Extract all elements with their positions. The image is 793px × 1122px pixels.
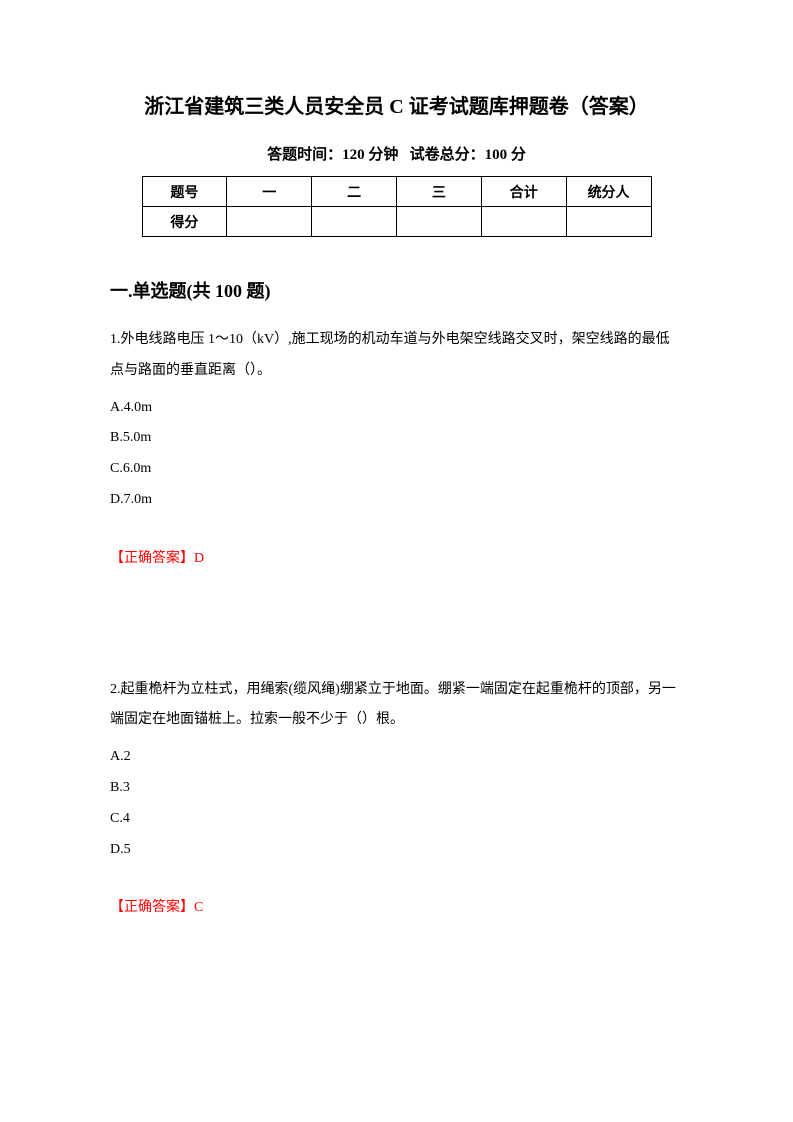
table-row: 得分 bbox=[142, 207, 651, 237]
score-label: 试卷总分：100 分 bbox=[410, 147, 526, 163]
option-c: C.4 bbox=[110, 804, 683, 835]
option-d: D.7.0m bbox=[110, 485, 683, 516]
document-title: 浙江省建筑三类人员安全员 C 证考试题库押题卷（答案） bbox=[110, 90, 683, 119]
option-a: A.2 bbox=[110, 742, 683, 773]
table-cell-empty bbox=[396, 207, 481, 237]
table-row: 题号 一 二 三 合计 统分人 bbox=[142, 177, 651, 207]
question-text: 1.外电线路电压 1～10（kV）,施工现场的机动车道与外电架空线路交叉时，架空… bbox=[110, 325, 683, 387]
table-col-2: 二 bbox=[312, 177, 397, 207]
table-col-3: 三 bbox=[396, 177, 481, 207]
answer-text: 【正确答案】C bbox=[110, 893, 683, 924]
table-col-4: 合计 bbox=[481, 177, 566, 207]
table-cell-empty bbox=[227, 207, 312, 237]
table-col-5: 统分人 bbox=[566, 177, 651, 207]
option-c: C.6.0m bbox=[110, 454, 683, 485]
table-cell-empty bbox=[481, 207, 566, 237]
answer-text: 【正确答案】D bbox=[110, 544, 683, 575]
score-table: 题号 一 二 三 合计 统分人 得分 bbox=[142, 176, 652, 237]
table-cell-empty bbox=[312, 207, 397, 237]
document-subtitle: 答题时间：120 分钟 试卷总分：100 分 bbox=[110, 143, 683, 164]
question-block: 1.外电线路电压 1～10（kV）,施工现场的机动车道与外电架空线路交叉时，架空… bbox=[110, 325, 683, 575]
section-heading: 一.单选题(共 100 题) bbox=[110, 277, 683, 303]
table-header-label: 题号 bbox=[142, 177, 227, 207]
question-block: 2.起重桅杆为立柱式，用绳索(缆风绳)绷紧立于地面。绷紧一端固定在起重桅杆的顶部… bbox=[110, 675, 683, 925]
option-a: A.4.0m bbox=[110, 393, 683, 424]
table-cell-empty bbox=[566, 207, 651, 237]
option-b: B.3 bbox=[110, 773, 683, 804]
table-col-1: 一 bbox=[227, 177, 312, 207]
option-d: D.5 bbox=[110, 835, 683, 866]
option-b: B.5.0m bbox=[110, 423, 683, 454]
question-text: 2.起重桅杆为立柱式，用绳索(缆风绳)绷紧立于地面。绷紧一端固定在起重桅杆的顶部… bbox=[110, 675, 683, 737]
table-score-label: 得分 bbox=[142, 207, 227, 237]
time-label: 答题时间：120 分钟 bbox=[267, 147, 398, 163]
